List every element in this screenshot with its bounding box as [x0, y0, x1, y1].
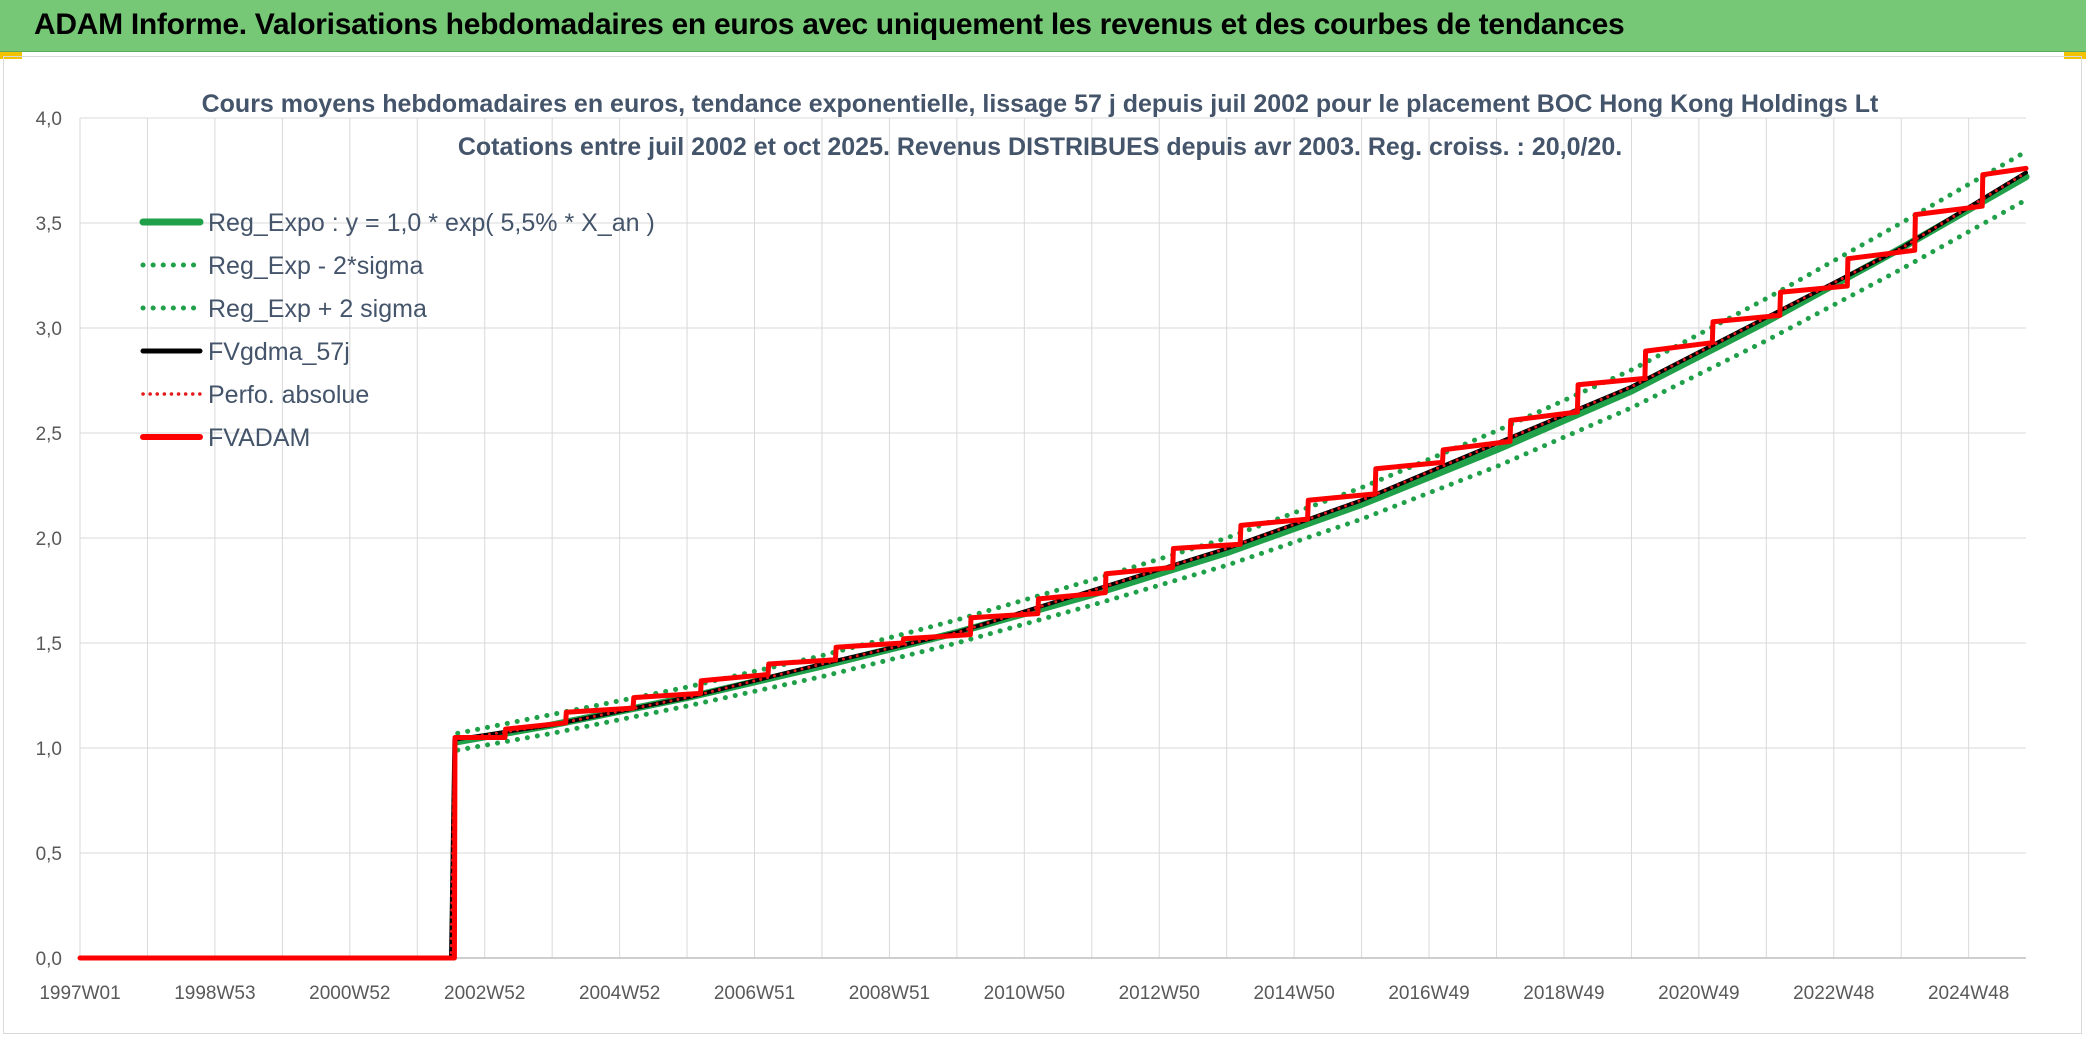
x-tick-label: 2016W49: [1388, 983, 1469, 1004]
y-tick-label: 4,0: [36, 109, 62, 130]
series-line-reg-expo: [454, 173, 2030, 746]
x-tick-label: 2004W52: [579, 983, 660, 1004]
series-line-perfo-absolue: [78, 171, 2028, 960]
x-tick-label: 2012W50: [1119, 983, 1200, 1004]
legend-label: Reg_Expo : y = 1,0 * exp( 5,5% * X_an ): [208, 209, 655, 237]
banner-title: ADAM Informe. Valorisations hebdomadaire…: [34, 8, 1625, 41]
y-tick-label: 3,0: [36, 319, 62, 340]
legend-label: Perfo. absolue: [208, 381, 369, 409]
y-tick-label: 0,5: [36, 844, 62, 865]
x-tick-label: 2022W48: [1793, 983, 1874, 1004]
chart-subtitle: Cotations entre juil 2002 et oct 2025. R…: [458, 133, 1622, 161]
series-line-fvgdma-57j: [78, 170, 2028, 960]
legend-label: Reg_Exp + 2 sigma: [208, 295, 427, 323]
x-tick-label: 2006W51: [714, 983, 795, 1004]
y-axis-ticks: 0,0 0,5 1,0 1,5 2,0 2,5 3,0 3,5 4,0: [36, 109, 62, 970]
y-tick-label: 3,5: [36, 214, 62, 235]
legend-label: FVADAM: [208, 424, 310, 452]
y-tick-label: 1,0: [36, 739, 62, 760]
series-line-reg-minus-2sigma: [455, 197, 2029, 753]
x-tick-label: 2018W49: [1523, 983, 1604, 1004]
x-tick-label: 2010W50: [984, 983, 1065, 1004]
x-tick-label: 2014W50: [1253, 983, 1334, 1004]
x-tick-label: 1997W01: [39, 983, 120, 1004]
chart-frame: [3, 56, 2082, 1034]
x-tick-label: 2024W48: [1928, 983, 2009, 1004]
x-tick-label: 2008W51: [849, 983, 930, 1004]
y-tick-label: 0,0: [36, 949, 62, 970]
chart-grid: [79, 117, 2026, 959]
chart-title: Cours moyens hebdomadaires en euros, ten…: [202, 90, 1879, 118]
y-tick-label: 2,0: [36, 529, 62, 550]
x-tick-label: 1998W53: [174, 983, 255, 1004]
header-banner: ADAM Informe. Valorisations hebdomadaire…: [0, 0, 2086, 52]
x-axis-ticks: 1997W01 1998W53 2000W52 2002W52 2004W52 2006W…: [39, 983, 2009, 1004]
x-tick-label: 2002W52: [444, 983, 525, 1004]
x-tick-label: 2000W52: [309, 983, 390, 1004]
legend-label: FVgdma_57j: [208, 338, 350, 366]
y-tick-label: 1,5: [36, 634, 62, 655]
corner-right-marker: [2064, 52, 2086, 59]
chart-legend: Reg_Expo : y = 1,0 * exp( 5,5% * X_an ) R…: [139, 209, 655, 452]
corner-left-marker: [0, 52, 22, 59]
series-line-fvadam: [77, 165, 2029, 961]
y-tick-label: 2,5: [36, 424, 62, 445]
x-tick-label: 2020W49: [1658, 983, 1739, 1004]
legend-label: Reg_Exp - 2*sigma: [208, 252, 423, 280]
series-line-reg-plus-2sigma: [455, 149, 2029, 736]
chart-series: [77, 149, 2030, 961]
